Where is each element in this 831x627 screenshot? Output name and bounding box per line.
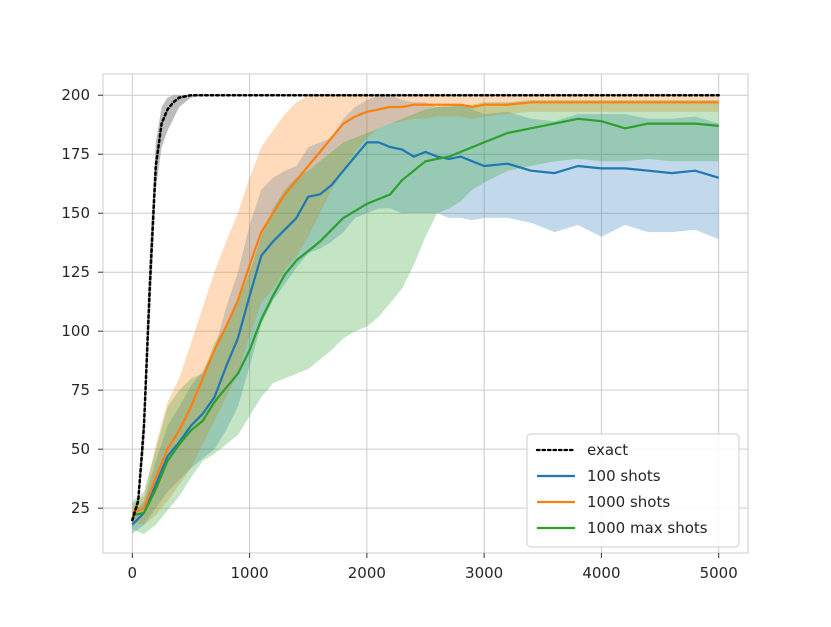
- y-tick-label-5: 150: [61, 204, 90, 222]
- x-tick-label-2: 2000: [348, 564, 386, 582]
- series-line-3: [132, 117, 719, 517]
- x-tick-label-3: 3000: [465, 564, 503, 582]
- legend-label-2: 1000 shots: [587, 493, 670, 511]
- tick-layer: 0 1000 2000 3000 4000 5000 25 50 75 100 125 150 175 2…: [61, 86, 737, 582]
- y-tick-label-0: 25: [71, 499, 90, 517]
- x-tick-label-5: 5000: [700, 564, 738, 582]
- y-tick-label-3: 100: [61, 322, 90, 340]
- series-band-3: [132, 100, 719, 535]
- y-tick-label-2: 75: [71, 381, 90, 399]
- y-tick-label-1: 50: [71, 440, 90, 458]
- x-tick-label-4: 4000: [582, 564, 620, 582]
- series-line-0: [131, 93, 720, 522]
- legend-label-1: 100 shots: [587, 467, 661, 485]
- legend-layer: exact 100 shots 1000 shots 1000 max shots: [526, 433, 740, 548]
- series-line-1: [131, 141, 720, 526]
- line-layer: [131, 93, 720, 526]
- x-tick-label-1: 1000: [230, 564, 268, 582]
- series-line-2: [131, 101, 719, 514]
- legend-label-3: 1000 max shots: [587, 519, 708, 537]
- axes-layer: [102, 73, 749, 554]
- x-tick-label-0: 0: [128, 564, 138, 582]
- axes-frame: [102, 73, 749, 554]
- y-tick-label-4: 125: [61, 263, 90, 281]
- legend-box: [526, 433, 740, 548]
- y-tick-label-7: 200: [61, 86, 90, 104]
- y-tick-label-6: 175: [61, 145, 90, 163]
- legend-label-0: exact: [587, 441, 628, 459]
